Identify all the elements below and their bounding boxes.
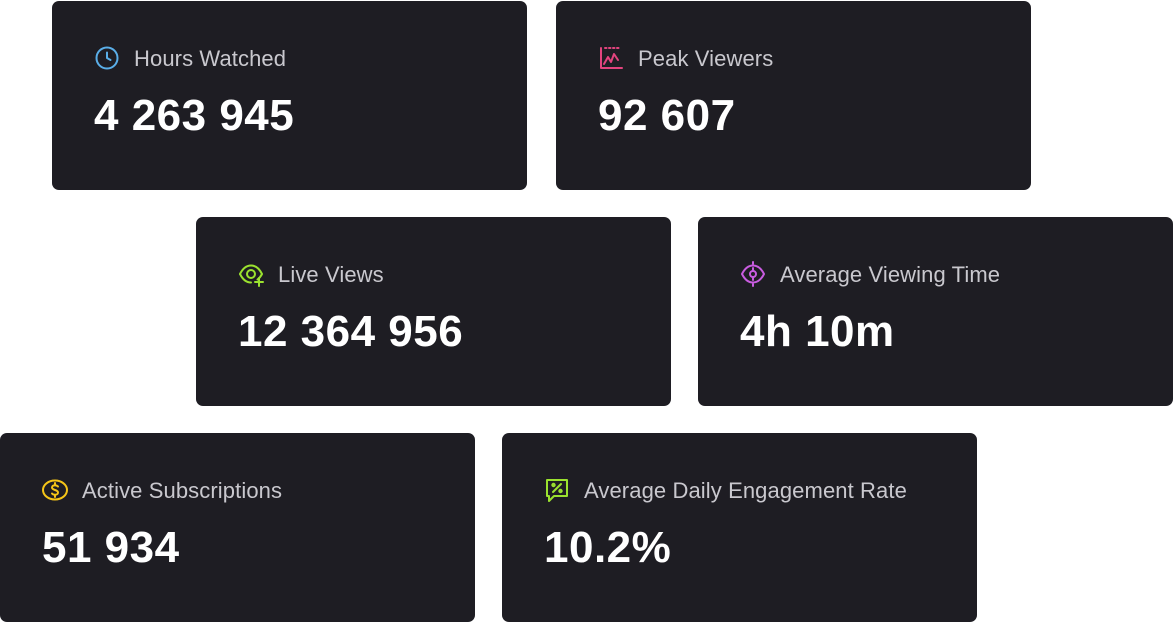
metric-card-average-daily-engagement-rate: Average Daily Engagement Rate 10.2% [502, 433, 977, 622]
metric-value: 10.2% [544, 523, 672, 572]
metric-value: 12 364 956 [238, 307, 464, 356]
metric-label: Peak Viewers [638, 46, 774, 71]
metric-value: 51 934 [42, 523, 180, 572]
metric-card-hours-watched: Hours Watched 4 263 945 [52, 1, 527, 190]
clock-icon [94, 45, 122, 73]
metric-card-peak-viewers: Peak Viewers 92 607 [556, 1, 1031, 190]
metric-value: 4 263 945 [94, 91, 295, 140]
metric-label: Active Subscriptions [82, 478, 283, 503]
metric-value: 4h 10m [740, 307, 895, 356]
metric-card-live-views: Live Views 12 364 956 [196, 217, 671, 406]
eye-plus-icon [238, 261, 266, 289]
metric-label: Average Daily Engagement Rate [584, 478, 907, 503]
metric-label: Average Viewing Time [780, 262, 1001, 287]
chart-peak-icon [598, 45, 626, 73]
dollar-coin-icon [42, 477, 70, 505]
metric-card-active-subscriptions: Active Subscriptions 51 934 [0, 433, 475, 622]
percent-chat-icon [544, 477, 572, 505]
eye-scan-icon [740, 261, 768, 289]
metric-value: 92 607 [598, 91, 736, 140]
metric-label: Live Views [278, 262, 384, 287]
metric-card-average-viewing-time: Average Viewing Time 4h 10m [698, 217, 1173, 406]
metric-label: Hours Watched [134, 46, 287, 71]
